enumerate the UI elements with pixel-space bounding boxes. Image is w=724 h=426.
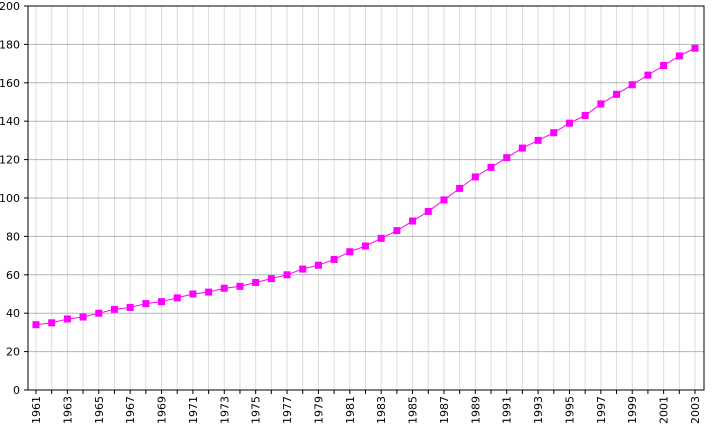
- data-point-marker: [126, 303, 134, 311]
- x-tick-label: 2001: [658, 396, 671, 424]
- y-tick-label: 80: [6, 230, 20, 243]
- data-point-marker: [675, 52, 683, 60]
- y-tick-label: 160: [0, 77, 20, 90]
- data-point-marker: [628, 81, 636, 89]
- x-tick-label: 1967: [124, 396, 137, 424]
- data-point-marker: [691, 44, 699, 52]
- x-tick-label: 1991: [501, 396, 514, 424]
- y-tick-label: 100: [0, 192, 20, 205]
- data-point-marker: [110, 305, 118, 313]
- data-point-marker: [173, 294, 181, 302]
- data-point-marker: [142, 300, 150, 308]
- x-tick-label: 1979: [312, 396, 325, 424]
- data-point-marker: [330, 255, 338, 263]
- data-point-marker: [158, 298, 166, 306]
- y-tick-label: 140: [0, 115, 20, 128]
- y-tick-label: 120: [0, 154, 20, 167]
- y-tick-label: 180: [0, 38, 20, 51]
- data-point-marker: [189, 290, 197, 298]
- data-point-marker: [471, 173, 479, 181]
- x-tick-label: 2003: [689, 396, 702, 424]
- data-point-marker: [267, 275, 275, 283]
- x-axis-ticks: 1961 1963 1965 1967 1969 1971 1973 1975 1977 1979…: [30, 390, 702, 424]
- x-tick-label: 1999: [626, 396, 639, 424]
- data-point-marker: [503, 154, 511, 162]
- data-point-marker: [377, 234, 385, 242]
- x-tick-label: 1981: [344, 396, 357, 424]
- data-point-marker: [550, 129, 558, 137]
- data-point-marker: [440, 196, 448, 204]
- data-point-marker: [393, 227, 401, 235]
- data-point-marker: [534, 136, 542, 144]
- data-point-marker: [424, 207, 432, 215]
- y-tick-label: 0: [13, 384, 20, 397]
- x-tick-label: 1973: [218, 396, 231, 424]
- data-point-marker: [299, 265, 307, 273]
- data-point-marker: [236, 282, 244, 290]
- y-tick-label: 60: [6, 269, 20, 282]
- x-tick-label: 1995: [563, 396, 576, 424]
- data-point-marker: [581, 111, 589, 119]
- x-tick-label: 1977: [281, 396, 294, 424]
- x-tick-label: 1983: [375, 396, 388, 424]
- x-tick-label: 1989: [469, 396, 482, 424]
- x-tick-label: 1969: [156, 396, 169, 424]
- data-point-marker: [487, 163, 495, 171]
- x-tick-label: 1963: [61, 396, 74, 424]
- data-point-marker: [597, 100, 605, 108]
- data-point-marker: [220, 284, 228, 292]
- data-point-marker: [456, 184, 464, 192]
- data-point-marker: [346, 248, 354, 256]
- x-tick-label: 1961: [30, 396, 43, 424]
- data-point-marker: [63, 315, 71, 323]
- y-tick-label: 20: [6, 346, 20, 359]
- data-point-marker: [644, 71, 652, 79]
- x-tick-label: 1985: [407, 396, 420, 424]
- data-point-marker: [95, 309, 103, 317]
- x-tick-label: 1965: [93, 396, 106, 424]
- x-tick-label: 1975: [250, 396, 263, 424]
- y-axis-ticks: 0 20 40 60 80 100 120 140 160 180 200: [0, 0, 28, 397]
- data-point-marker: [252, 278, 260, 286]
- data-point-marker: [613, 90, 621, 98]
- x-tick-label: 1997: [595, 396, 608, 424]
- data-point-marker: [79, 313, 87, 321]
- data-point-marker: [48, 319, 56, 327]
- data-point-marker: [518, 144, 526, 152]
- y-tick-label: 40: [6, 307, 20, 320]
- major-gridlines: [28, 43, 704, 353]
- x-tick-label: 1993: [532, 396, 545, 424]
- data-point-marker: [314, 261, 322, 269]
- x-tick-label: 1971: [187, 396, 200, 424]
- data-point-marker: [32, 321, 40, 329]
- data-point-marker: [362, 242, 369, 250]
- data-point-marker: [660, 62, 668, 70]
- data-point-marker: [409, 217, 417, 225]
- x-tick-label: 1987: [438, 396, 451, 424]
- data-point-marker: [205, 288, 213, 296]
- y-tick-label: 200: [0, 0, 20, 13]
- data-point-marker: [565, 119, 573, 127]
- data-point-marker: [283, 271, 291, 279]
- series-group: [32, 44, 699, 329]
